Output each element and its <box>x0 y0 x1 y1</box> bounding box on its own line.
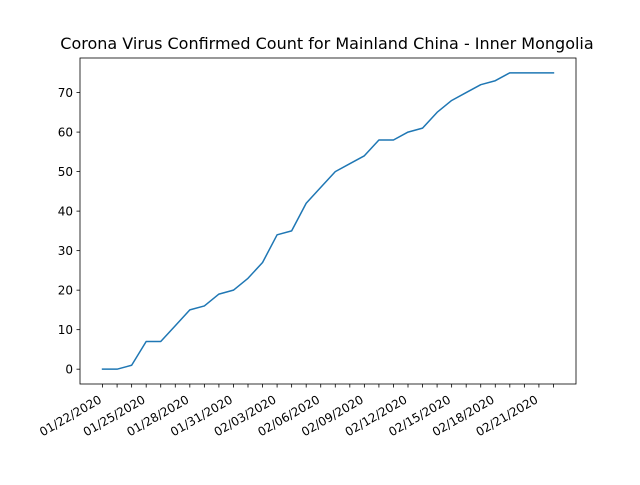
series-line-0 <box>103 73 554 369</box>
y-tick-label: 40 <box>58 205 73 219</box>
y-tick-label: 0 <box>65 363 73 377</box>
y-tick-label: 20 <box>58 284 73 298</box>
y-tick-label: 30 <box>58 244 73 258</box>
y-tick-label: 10 <box>58 323 73 337</box>
axes-frame <box>80 58 576 384</box>
chart-title: Corona Virus Confirmed Count for Mainlan… <box>60 34 593 53</box>
y-tick-label: 60 <box>58 126 73 140</box>
plot-area <box>80 58 576 384</box>
y-tick-label: 50 <box>58 165 73 179</box>
x-axis: 01/22/202001/25/202001/28/202001/31/2020… <box>37 384 553 439</box>
y-axis: 0 10 20 30 40 50 60 70 <box>58 86 80 377</box>
y-tick-label: 70 <box>58 86 73 100</box>
